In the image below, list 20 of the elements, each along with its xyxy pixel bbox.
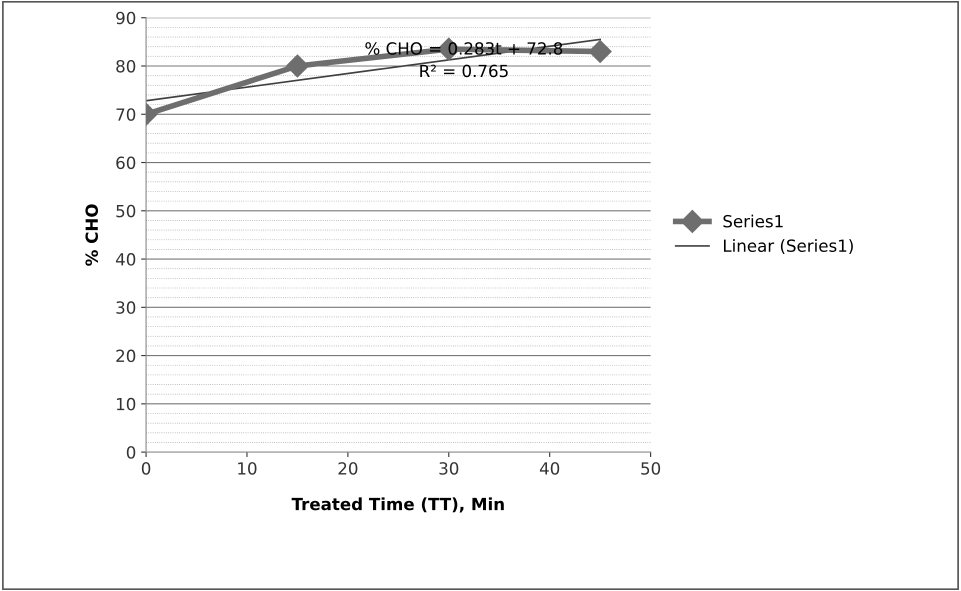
y-tick-label: 70: [116, 108, 136, 121]
y-axis-title: % CHO: [85, 204, 98, 266]
y-tick-label: 90: [116, 12, 136, 24]
x-tick-label: 20: [338, 462, 358, 475]
y-tick-label: 50: [116, 204, 136, 218]
x-tick-label: 0: [142, 462, 150, 475]
x-tick-label: 50: [641, 462, 660, 475]
legend-label: Series1: [723, 214, 783, 228]
y-tick-label: 10: [116, 398, 136, 410]
y-tick-label: 20: [116, 350, 136, 362]
x-tick-label: 30: [439, 462, 458, 475]
x-tick-label: 40: [540, 462, 560, 475]
legend-label: Linear (Series1): [724, 239, 853, 254]
x-axis-title: Treated Time (TT), Min: [292, 497, 504, 512]
y-tick-label: 0: [126, 446, 136, 459]
y-tick-label: 60: [116, 156, 136, 170]
y-tick-label: 80: [116, 60, 136, 73]
x-tick-label: 10: [238, 462, 256, 475]
y-tick-label: 40: [116, 253, 136, 266]
y-tick-label: 30: [116, 301, 136, 314]
